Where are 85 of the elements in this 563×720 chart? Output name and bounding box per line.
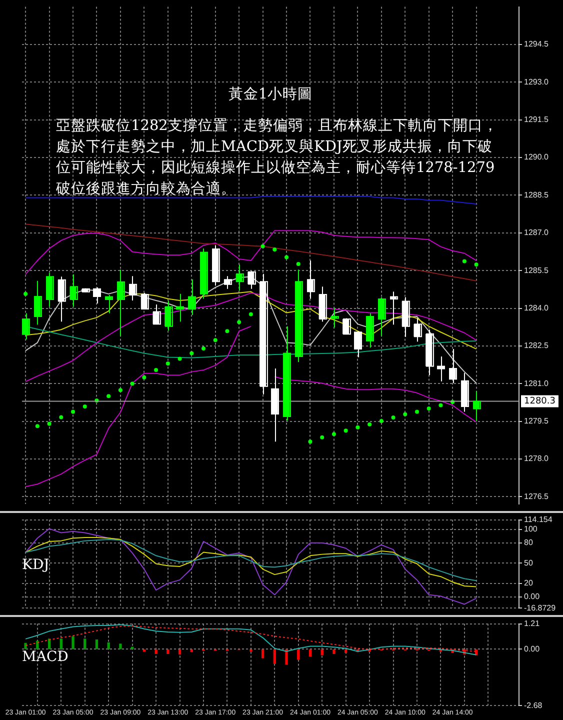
y-tick-label: 1284.0 (524, 303, 550, 312)
bar (250, 649, 252, 652)
y-tick-label: 1290.0 (524, 152, 550, 162)
y-tick-label: 1278.0 (524, 454, 550, 464)
y-tick-label: -2.68 (524, 700, 543, 710)
annotation: KDJ (22, 556, 50, 575)
bar (261, 649, 264, 658)
point (201, 346, 206, 350)
bar (285, 649, 288, 665)
point (414, 410, 419, 414)
annotation: 亞盤跌破位1282支撐位置，走勢偏弱，且布林線上下軌向下開口，處於下行走勢之中，加上MACD死叉與KDJ死叉形成共振，向下破位可能性較大，因此短線操作上以做空為主，耐心等待1278-1279破位後跟進方向較為合適。 (56, 117, 499, 199)
point (462, 259, 466, 264)
bar (95, 639, 98, 650)
point (308, 440, 312, 444)
bar (320, 649, 324, 656)
y-tick-label: 0.00 (524, 644, 540, 654)
point (284, 255, 289, 260)
point (82, 404, 87, 408)
text: 黃金1小時圖 (228, 86, 313, 103)
point (47, 422, 52, 426)
point (356, 425, 360, 430)
y-tick-label: 100 (524, 524, 538, 534)
point (403, 412, 408, 416)
y-tick-label: 1279.5 (524, 416, 550, 426)
point (106, 394, 111, 398)
point (391, 416, 396, 420)
y-tick-label: 1287.0 (524, 228, 550, 238)
y-tick-label: 114.154 (524, 515, 553, 524)
point (118, 388, 122, 392)
y-tick-label: 1294.5 (524, 40, 550, 49)
bar (344, 649, 348, 653)
point (225, 329, 230, 334)
point (142, 375, 146, 380)
bar (119, 644, 122, 650)
point (24, 292, 28, 296)
point (154, 368, 158, 372)
bar (166, 649, 170, 654)
y-tick-label: 20 (524, 578, 534, 588)
point (474, 262, 478, 267)
point (320, 435, 324, 440)
point (260, 244, 265, 248)
bar (107, 642, 110, 650)
point (438, 403, 443, 408)
y-tick-label: 1285.5 (524, 266, 550, 275)
point (426, 406, 431, 410)
y-tick-label: 1291.5 (524, 115, 550, 124)
y-tick-label: 80 (524, 538, 534, 548)
point (344, 428, 348, 433)
bar (273, 649, 276, 664)
point (178, 356, 182, 361)
y-tick-label: 0.00 (524, 592, 540, 602)
point (213, 338, 218, 342)
point (332, 432, 336, 436)
bar (297, 649, 300, 660)
point (272, 247, 277, 252)
bar (72, 636, 74, 650)
point (166, 362, 170, 366)
point (368, 422, 372, 426)
point (296, 262, 300, 266)
point (35, 424, 40, 428)
y-tick-label: 1.21 (524, 619, 540, 628)
y-tick-label: 1293.0 (524, 77, 550, 86)
bar (178, 649, 182, 654)
bar (154, 649, 158, 654)
point (237, 320, 242, 324)
y-tick-label: 50 (524, 558, 534, 568)
y-tick-label: 1288.5 (524, 190, 550, 200)
bar (84, 638, 86, 650)
bar (60, 638, 62, 650)
point (190, 351, 194, 356)
point (248, 312, 253, 316)
point (59, 415, 64, 420)
point (379, 419, 384, 424)
bar (332, 649, 336, 654)
y-tick-label: 1282.5 (524, 341, 550, 350)
ref-line-label: 1280.3 (524, 396, 556, 407)
point (130, 382, 134, 386)
bar (36, 640, 39, 650)
y-tick-label: -16.8729 (524, 603, 556, 612)
y-tick-label: 1281.0 (524, 378, 550, 388)
annotation: MACD (22, 648, 68, 667)
bar (24, 642, 27, 650)
bar (308, 649, 312, 657)
point (71, 410, 76, 414)
y-tick-label: 1276.5 (524, 492, 550, 501)
